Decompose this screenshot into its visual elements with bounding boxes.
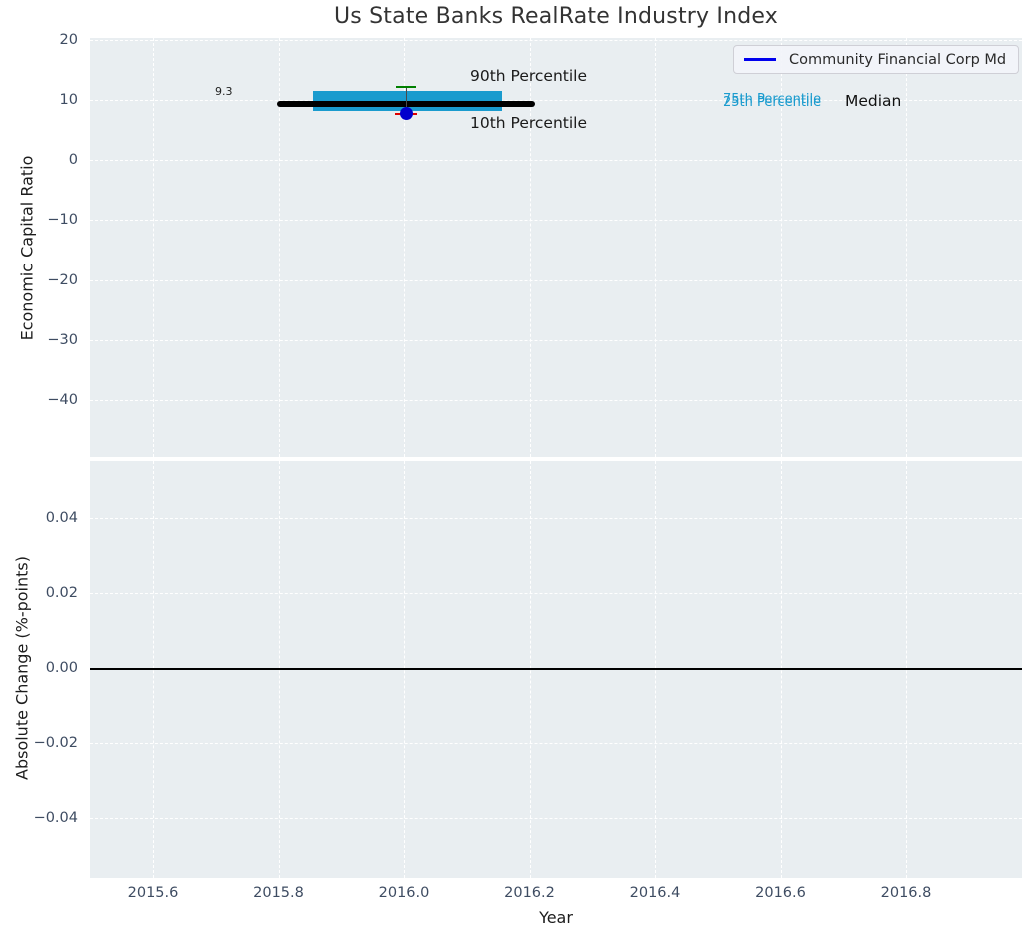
- ytick-top: 20: [59, 31, 78, 48]
- gridline: [90, 743, 1022, 744]
- gridline: [90, 159, 1022, 161]
- gridline: [90, 219, 1022, 221]
- xtick: 2016.0: [378, 885, 430, 901]
- ytick-bottom: 0.00: [45, 660, 78, 676]
- gridline: [655, 38, 656, 457]
- ytick-bottom: 0.02: [45, 585, 78, 601]
- p75-annotation: 75th Percentile: [723, 92, 822, 107]
- gridline: [906, 38, 907, 457]
- chart-title: Us State Banks RealRate Industry Index: [333, 4, 778, 29]
- gridline: [404, 38, 405, 457]
- p90-annotation: 90th Percentile: [470, 67, 588, 85]
- bottom-plot-area: [90, 461, 1022, 878]
- xtick: 2015.8: [253, 885, 304, 901]
- x-axis-label: Year: [539, 908, 573, 927]
- top-plot-area: 9.3 90th Percentile 10th Percentile 75th…: [90, 38, 1022, 457]
- ytick-top: 10: [59, 91, 78, 108]
- gridline: [90, 593, 1022, 594]
- ytick-top: −10: [47, 211, 78, 228]
- gridline: [529, 38, 531, 457]
- xtick: 2016.2: [504, 885, 555, 901]
- top-y-axis-label: Economic Capital Ratio: [17, 155, 37, 341]
- xtick: 2016.6: [755, 885, 806, 901]
- legend-line-swatch: [744, 58, 776, 61]
- ytick-bottom: −0.04: [33, 810, 78, 826]
- gridline: [90, 818, 1022, 819]
- whisker-line: [406, 88, 408, 114]
- gridline: [780, 38, 782, 457]
- gridline: [90, 518, 1022, 519]
- xtick: 2016.8: [880, 885, 932, 901]
- p90-whisker-cap: [396, 85, 416, 89]
- p25-annotation: 25th Percentile: [723, 94, 822, 110]
- legend-label: Community Financial Corp Md: [789, 51, 1007, 68]
- median-annotation: Median: [845, 92, 902, 110]
- ytick-top: −20: [47, 271, 78, 288]
- gridline: [278, 38, 280, 457]
- gridline: [153, 38, 154, 457]
- bottom-y-axis-label: Absolute Change (%-points): [12, 556, 32, 780]
- gridline: [90, 279, 1022, 281]
- ytick-bottom: 0.04: [45, 510, 78, 526]
- gridline: [90, 99, 1022, 101]
- zero-change-line: [90, 668, 1022, 670]
- p10-annotation: 10th Percentile: [470, 114, 588, 132]
- ytick-top: 0: [68, 151, 78, 168]
- ytick-top: −40: [47, 391, 78, 408]
- xtick: 2016.4: [629, 885, 681, 901]
- ytick-top: −30: [47, 331, 78, 348]
- xtick: 2015.6: [127, 885, 179, 901]
- gridline: [90, 39, 1022, 41]
- median-value-label: 9.3: [215, 85, 233, 98]
- gridline: [90, 339, 1022, 341]
- ytick-bottom: −0.02: [33, 735, 78, 751]
- gridline: [90, 399, 1022, 401]
- legend: Community Financial Corp Md: [733, 45, 1019, 74]
- company-data-point: [400, 107, 413, 120]
